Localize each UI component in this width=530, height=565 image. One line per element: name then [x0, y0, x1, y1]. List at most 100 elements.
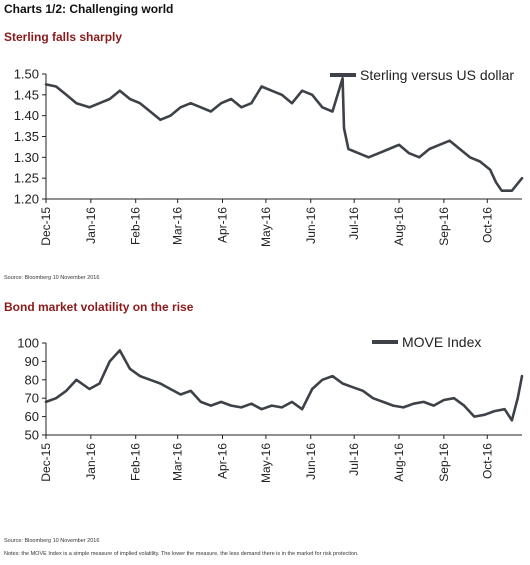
chart-notes: Notes: the MOVE Index is a simple measur… [4, 551, 359, 557]
sterling-x-tick-label: Jan-16 [84, 207, 98, 244]
sterling-data-point [118, 89, 121, 92]
move-series-line [44, 349, 524, 422]
sterling-series-line [44, 76, 524, 192]
sterling-data-point [510, 189, 513, 192]
move-data-point [331, 375, 334, 378]
sterling-data-point [240, 106, 243, 109]
sterling-data-point [438, 143, 441, 146]
move-data-point [412, 402, 415, 405]
sterling-data-point [129, 98, 131, 100]
move-data-point [321, 378, 324, 381]
move-y-tick-label: 60 [25, 409, 39, 424]
move-data-point [311, 388, 314, 390]
move-legend-label: MOVE Index [402, 334, 481, 350]
sterling-data-point [230, 98, 233, 100]
move-data-point [291, 400, 293, 403]
move-x-tick-label: Jul-16 [347, 443, 361, 476]
sterling-data-point [159, 118, 162, 121]
sterling-data-point [55, 85, 58, 88]
sterling-data-point [45, 83, 47, 86]
sterling-y-tick-label: 1.50 [14, 67, 39, 82]
move-x-tick-label: Mar-16 [171, 443, 185, 481]
move-data-point [55, 397, 58, 400]
sterling-data-point [75, 102, 78, 105]
move-data-point [483, 413, 486, 416]
sterling-x-tick-label: Aug-16 [392, 207, 406, 246]
sterling-data-point [408, 152, 411, 155]
move-data-point [372, 397, 374, 400]
sterling-data-point [489, 168, 492, 171]
move-data-point [129, 367, 131, 370]
sterling-data-point [108, 98, 111, 100]
move-data-point [75, 378, 78, 381]
move-y-tick-label: 50 [25, 428, 39, 443]
move-x-tick-label: May-16 [259, 443, 273, 483]
sterling-data-point [448, 139, 451, 142]
move-data-point [210, 404, 212, 407]
move-y-tick-label: 100 [17, 336, 39, 351]
move-data-point [402, 406, 405, 409]
move-data-point [270, 404, 273, 407]
sterling-data-point [418, 156, 421, 159]
move-data-point [45, 400, 47, 403]
sterling-y-tick-label: 1.40 [14, 108, 39, 123]
move-data-point [65, 389, 68, 392]
move-data-point [442, 399, 445, 401]
move-x-tick-label: Oct-16 [480, 443, 494, 479]
move-data-point [510, 419, 513, 422]
move-data-point [169, 388, 172, 390]
sterling-x-tick-label: Jul-16 [347, 207, 361, 240]
chart-source-sterling: Source: Bloomberg 10 November 2016 [4, 275, 100, 281]
move-data-point [382, 400, 385, 403]
sterling-data-point [469, 156, 471, 159]
sterling-x-tick-label: Mar-16 [171, 207, 185, 245]
move-data-point [521, 375, 523, 378]
sterling-x-tick-label: Sep-16 [437, 207, 451, 246]
sterling-data-point [169, 114, 172, 117]
move-x-tick-label: Jan-16 [84, 443, 98, 480]
move-data-point [516, 397, 519, 400]
sterling-y-tick-label: 1.30 [14, 150, 39, 165]
sterling-data-point [428, 148, 431, 150]
sterling-y-tick-label: 1.20 [14, 192, 39, 207]
move-data-point [503, 408, 506, 411]
sterling-data-point [260, 85, 263, 88]
move-data-point [98, 382, 101, 385]
sterling-data-point [301, 89, 303, 92]
move-data-point [453, 397, 455, 400]
chart-title-sterling: Sterling falls sharply [4, 30, 123, 44]
move-data-point [149, 378, 152, 381]
sterling-data-point [367, 156, 370, 159]
sterling-x-tick-label: Oct-16 [480, 207, 494, 243]
move-y-tick-label: 80 [25, 372, 39, 387]
move-data-point [88, 388, 91, 390]
move-data-point [230, 404, 233, 407]
sterling-data-point [149, 110, 152, 113]
sterling-data-point [189, 102, 192, 105]
move-data-point [240, 406, 243, 409]
sterling-data-point [500, 189, 503, 192]
sterling-data-point [88, 106, 91, 109]
sterling-data-point [521, 177, 523, 180]
move-data-point [139, 375, 141, 378]
move-x-tick-label: Apr-16 [216, 443, 230, 479]
move-data-point [422, 400, 425, 403]
sterling-data-point [311, 93, 314, 96]
move-x-tick-label: Jun-16 [304, 443, 318, 480]
sterling-data-point [199, 106, 202, 109]
move-data-point [189, 389, 192, 392]
sterling-y-tick-label: 1.25 [14, 171, 39, 186]
move-data-point [341, 382, 344, 385]
move-data-point [118, 349, 121, 352]
sterling-data-point [398, 143, 400, 146]
move-data-point [493, 410, 496, 412]
move-x-tick-label: Feb-16 [129, 443, 143, 481]
sterling-data-point [377, 152, 380, 155]
sterling-data-point [341, 77, 344, 80]
sterling-data-point [270, 89, 273, 92]
move-data-point [392, 404, 395, 407]
sterling-data-point [387, 148, 390, 150]
sterling-x-tick-label: May-16 [259, 207, 273, 247]
sterling-data-point [210, 110, 212, 113]
sterling-y-tick-label: 1.45 [14, 87, 39, 102]
